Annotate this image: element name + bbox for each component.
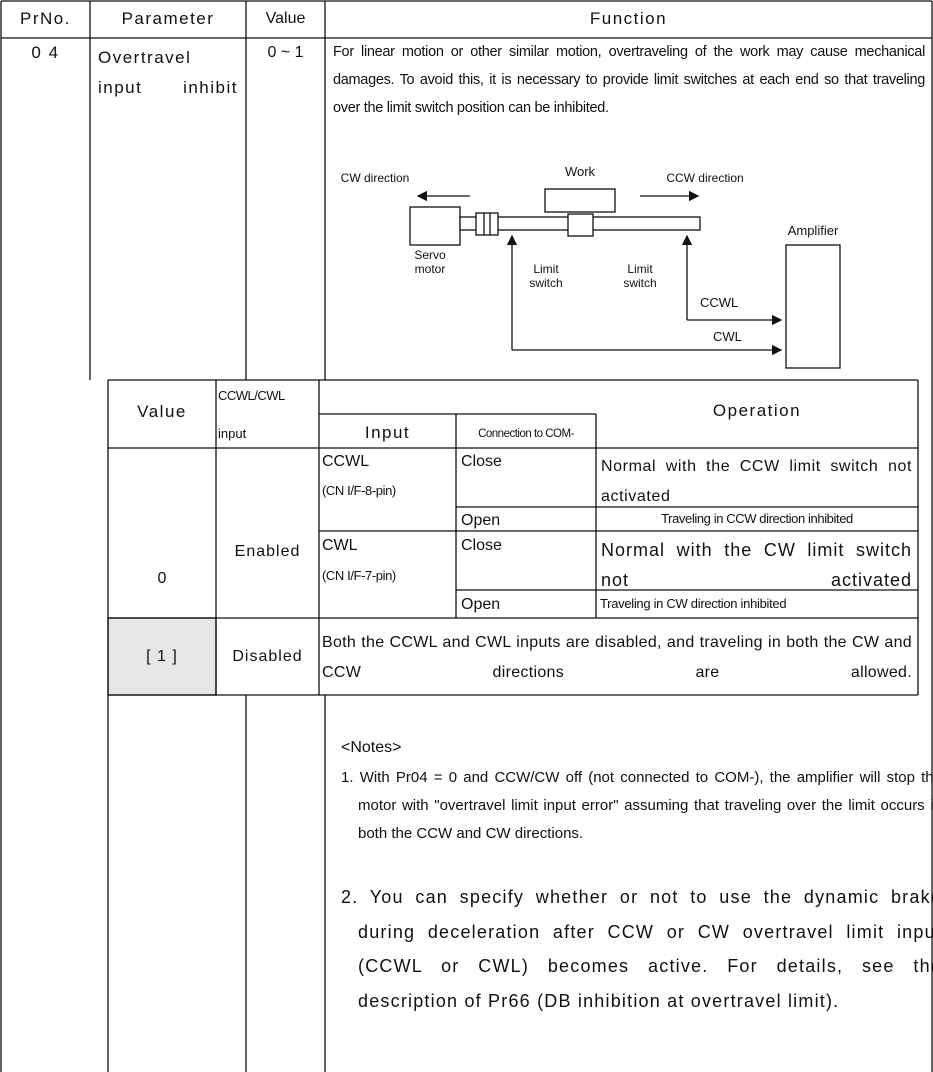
highlight-cell — [107, 617, 217, 696]
cell-operation: Normal with the CW limit switch not acti… — [601, 540, 912, 590]
cell-connection: Open — [461, 596, 501, 613]
note: 1. With Pr04 = 0 and CCW/CW off (not con… — [341, 769, 933, 842]
diagram-label: Work — [564, 164, 596, 179]
prno: 0 4 — [31, 43, 60, 62]
diagram — [409, 188, 841, 369]
diagram-label: Amplifier — [787, 223, 839, 238]
cell-input: CWL — [322, 537, 358, 554]
diagram-label: CWL — [713, 329, 742, 344]
cell-operation: Traveling in CW direction inhibited — [600, 596, 787, 611]
cell-connection: Open — [461, 512, 501, 529]
inner-header-input: Input — [364, 423, 411, 442]
inner-header-connection: Connection to COM- — [478, 428, 574, 440]
diagram-label: CCW direction — [666, 171, 744, 185]
inner-header-input-col: input — [218, 426, 247, 441]
header-parameter: Parameter — [121, 9, 215, 28]
value-range: 0 ~ 1 — [267, 44, 304, 61]
diagram-label: CCWL — [700, 295, 739, 310]
cell-pin: (CN I/F-7-pin) — [322, 568, 396, 583]
inner-header-operation: Operation — [712, 401, 802, 420]
cell-value: 0 — [157, 570, 167, 587]
header-value: Value — [265, 10, 306, 27]
note: 2. You can specify whether or not to use… — [341, 887, 933, 1011]
inner-header-value: Value — [137, 402, 187, 421]
diagram-label: Servo motor — [414, 248, 446, 276]
cell-value: [ 1 ] — [146, 648, 178, 665]
diagram-label: Limit switch — [623, 262, 657, 290]
parameter: Overtravel input inhibit — [98, 48, 238, 97]
cell-state: Disabled — [232, 648, 303, 665]
cell-input: CCWL — [322, 453, 370, 470]
diagram-label: Limit switch — [529, 262, 563, 290]
header-prno: PrNo. — [20, 9, 71, 28]
inner-header-input-col: CCWL/CWL — [218, 388, 285, 403]
cell-operation: Traveling in CCW direction inhibited — [661, 511, 853, 526]
cell-connection: Close — [461, 453, 502, 470]
cell-state: Enabled — [234, 543, 301, 560]
diagram-label: CW direction — [340, 171, 410, 185]
cell-operation: Both the CCWL and CWL inputs are disable… — [322, 634, 912, 681]
header-function: Function — [589, 9, 668, 28]
cell-connection: Close — [461, 537, 502, 554]
notes-title: <Notes> — [341, 739, 402, 756]
cell-pin: (CN I/F-8-pin) — [322, 483, 396, 498]
description: For linear motion or other similar motio… — [333, 44, 925, 116]
cell-operation: Normal with the CCW limit switch not act… — [601, 458, 912, 505]
